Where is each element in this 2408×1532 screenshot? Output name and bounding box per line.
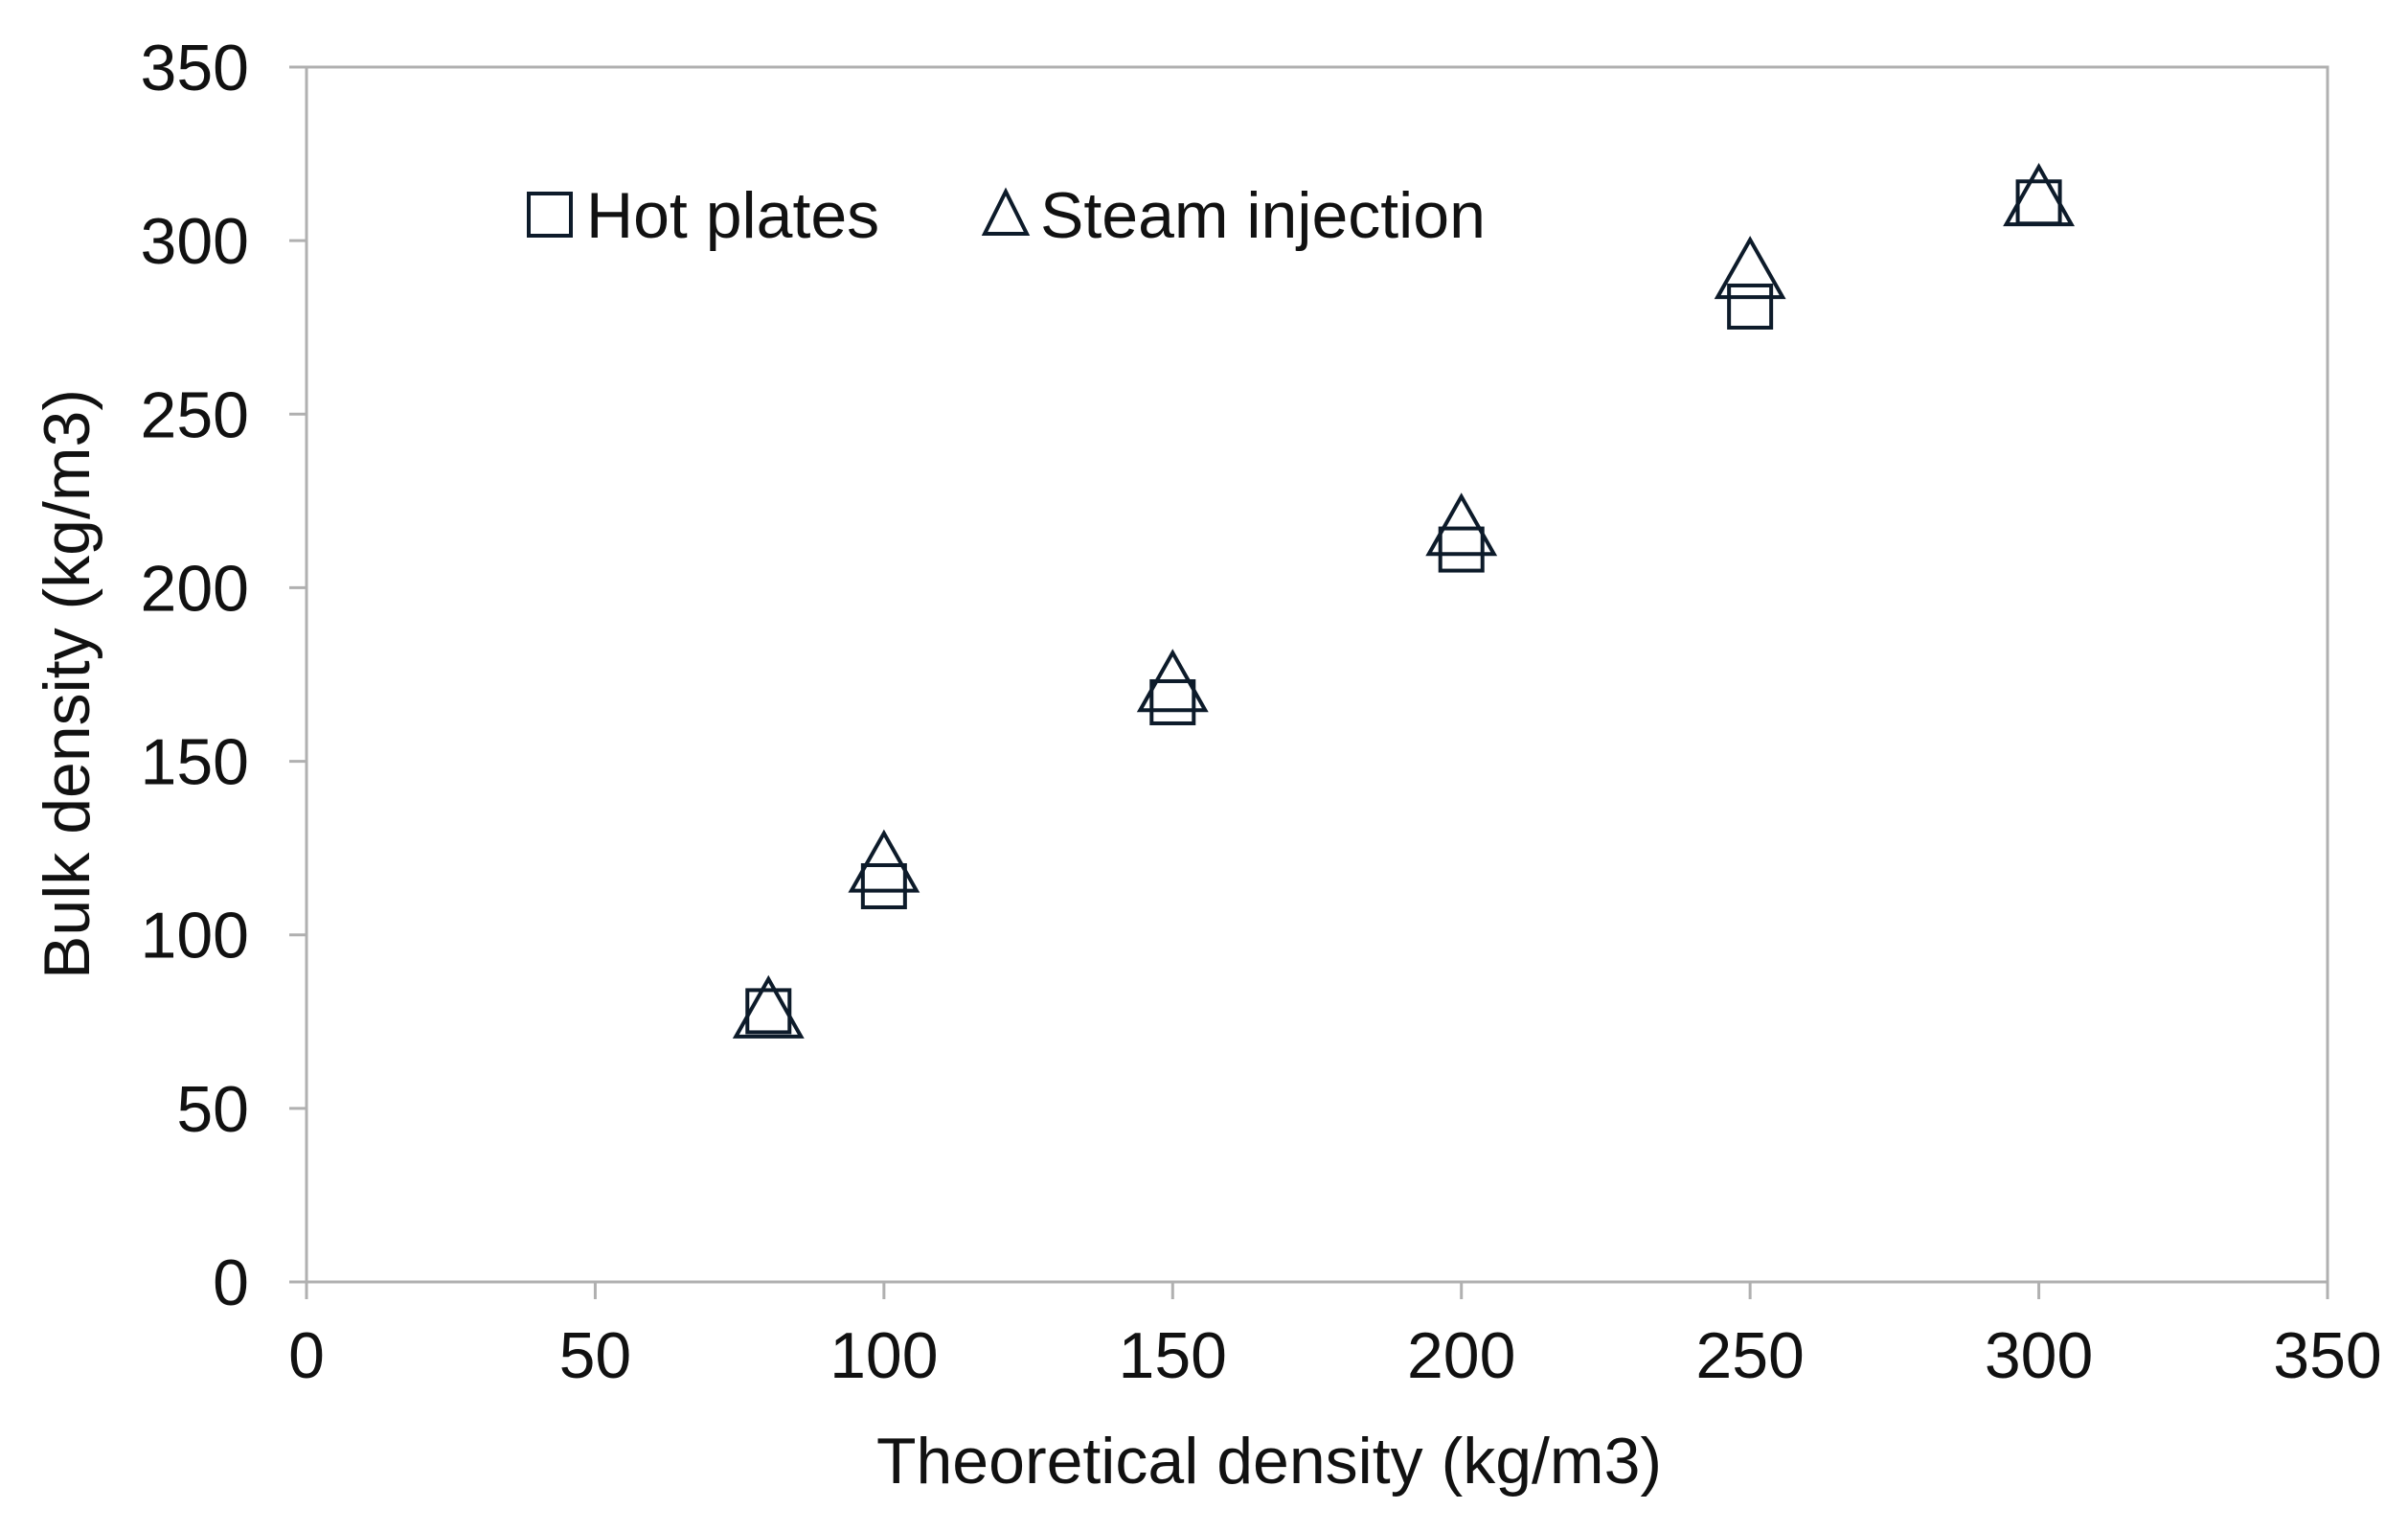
y-tick-label: 0 [213, 1246, 249, 1319]
y-axis-title: Bulk density (kg/m3) [31, 389, 103, 979]
steam-injection-point [1136, 649, 1209, 713]
steam-injection-point [1425, 492, 1498, 557]
x-tick-label: 350 [2273, 1319, 2381, 1392]
hot-plates-point [2015, 179, 2062, 226]
hot-plates-point [1727, 283, 1774, 330]
x-tick-label: 100 [829, 1319, 938, 1392]
x-tick-labels: 0 50 100 150 200 250 300 350 [288, 1319, 2382, 1392]
x-tick-label: 200 [1407, 1319, 1515, 1392]
legend-square-marker [527, 192, 573, 238]
steam-injection-point [1714, 236, 1786, 300]
legend-label-hot-plates: Hot plates [586, 179, 879, 252]
x-tick-label: 250 [1695, 1319, 1804, 1392]
hot-plates-point [1149, 678, 1196, 725]
hot-plates-point [860, 862, 907, 909]
steam-injection-point [848, 829, 920, 893]
steam-injection-point [2003, 163, 2076, 227]
legend-label-steam-injection: Steam injection [1040, 179, 1486, 252]
plot-area-border [305, 65, 2329, 1284]
hot-plates-point [745, 988, 792, 1035]
x-tick-label: 50 [559, 1319, 632, 1392]
y-tick-label: 50 [176, 1073, 249, 1146]
x-tick-label: 150 [1119, 1319, 1227, 1392]
y-tick-label: 100 [141, 900, 249, 972]
y-tick-label: 200 [141, 552, 249, 625]
y-tick-label: 150 [141, 726, 249, 799]
hot-plates-point [1438, 526, 1485, 573]
x-tick-label: 300 [1985, 1319, 2093, 1392]
y-tick-label: 250 [141, 378, 249, 451]
legend: Hot plates Steam injection [527, 179, 1486, 252]
y-tick-label: 350 [141, 32, 249, 104]
ticks [289, 65, 2329, 1299]
data-points [732, 163, 2076, 1039]
x-axis-title: Theoretical density (kg/m3) [876, 1425, 1662, 1498]
x-tick-label: 0 [288, 1319, 325, 1392]
axes [305, 65, 2329, 1284]
legend-triangle-marker [981, 187, 1031, 236]
y-tick-labels: 0 50 100 150 200 250 300 350 [141, 32, 249, 1319]
y-tick-label: 300 [141, 205, 249, 278]
steam-injection-point [732, 974, 805, 1039]
